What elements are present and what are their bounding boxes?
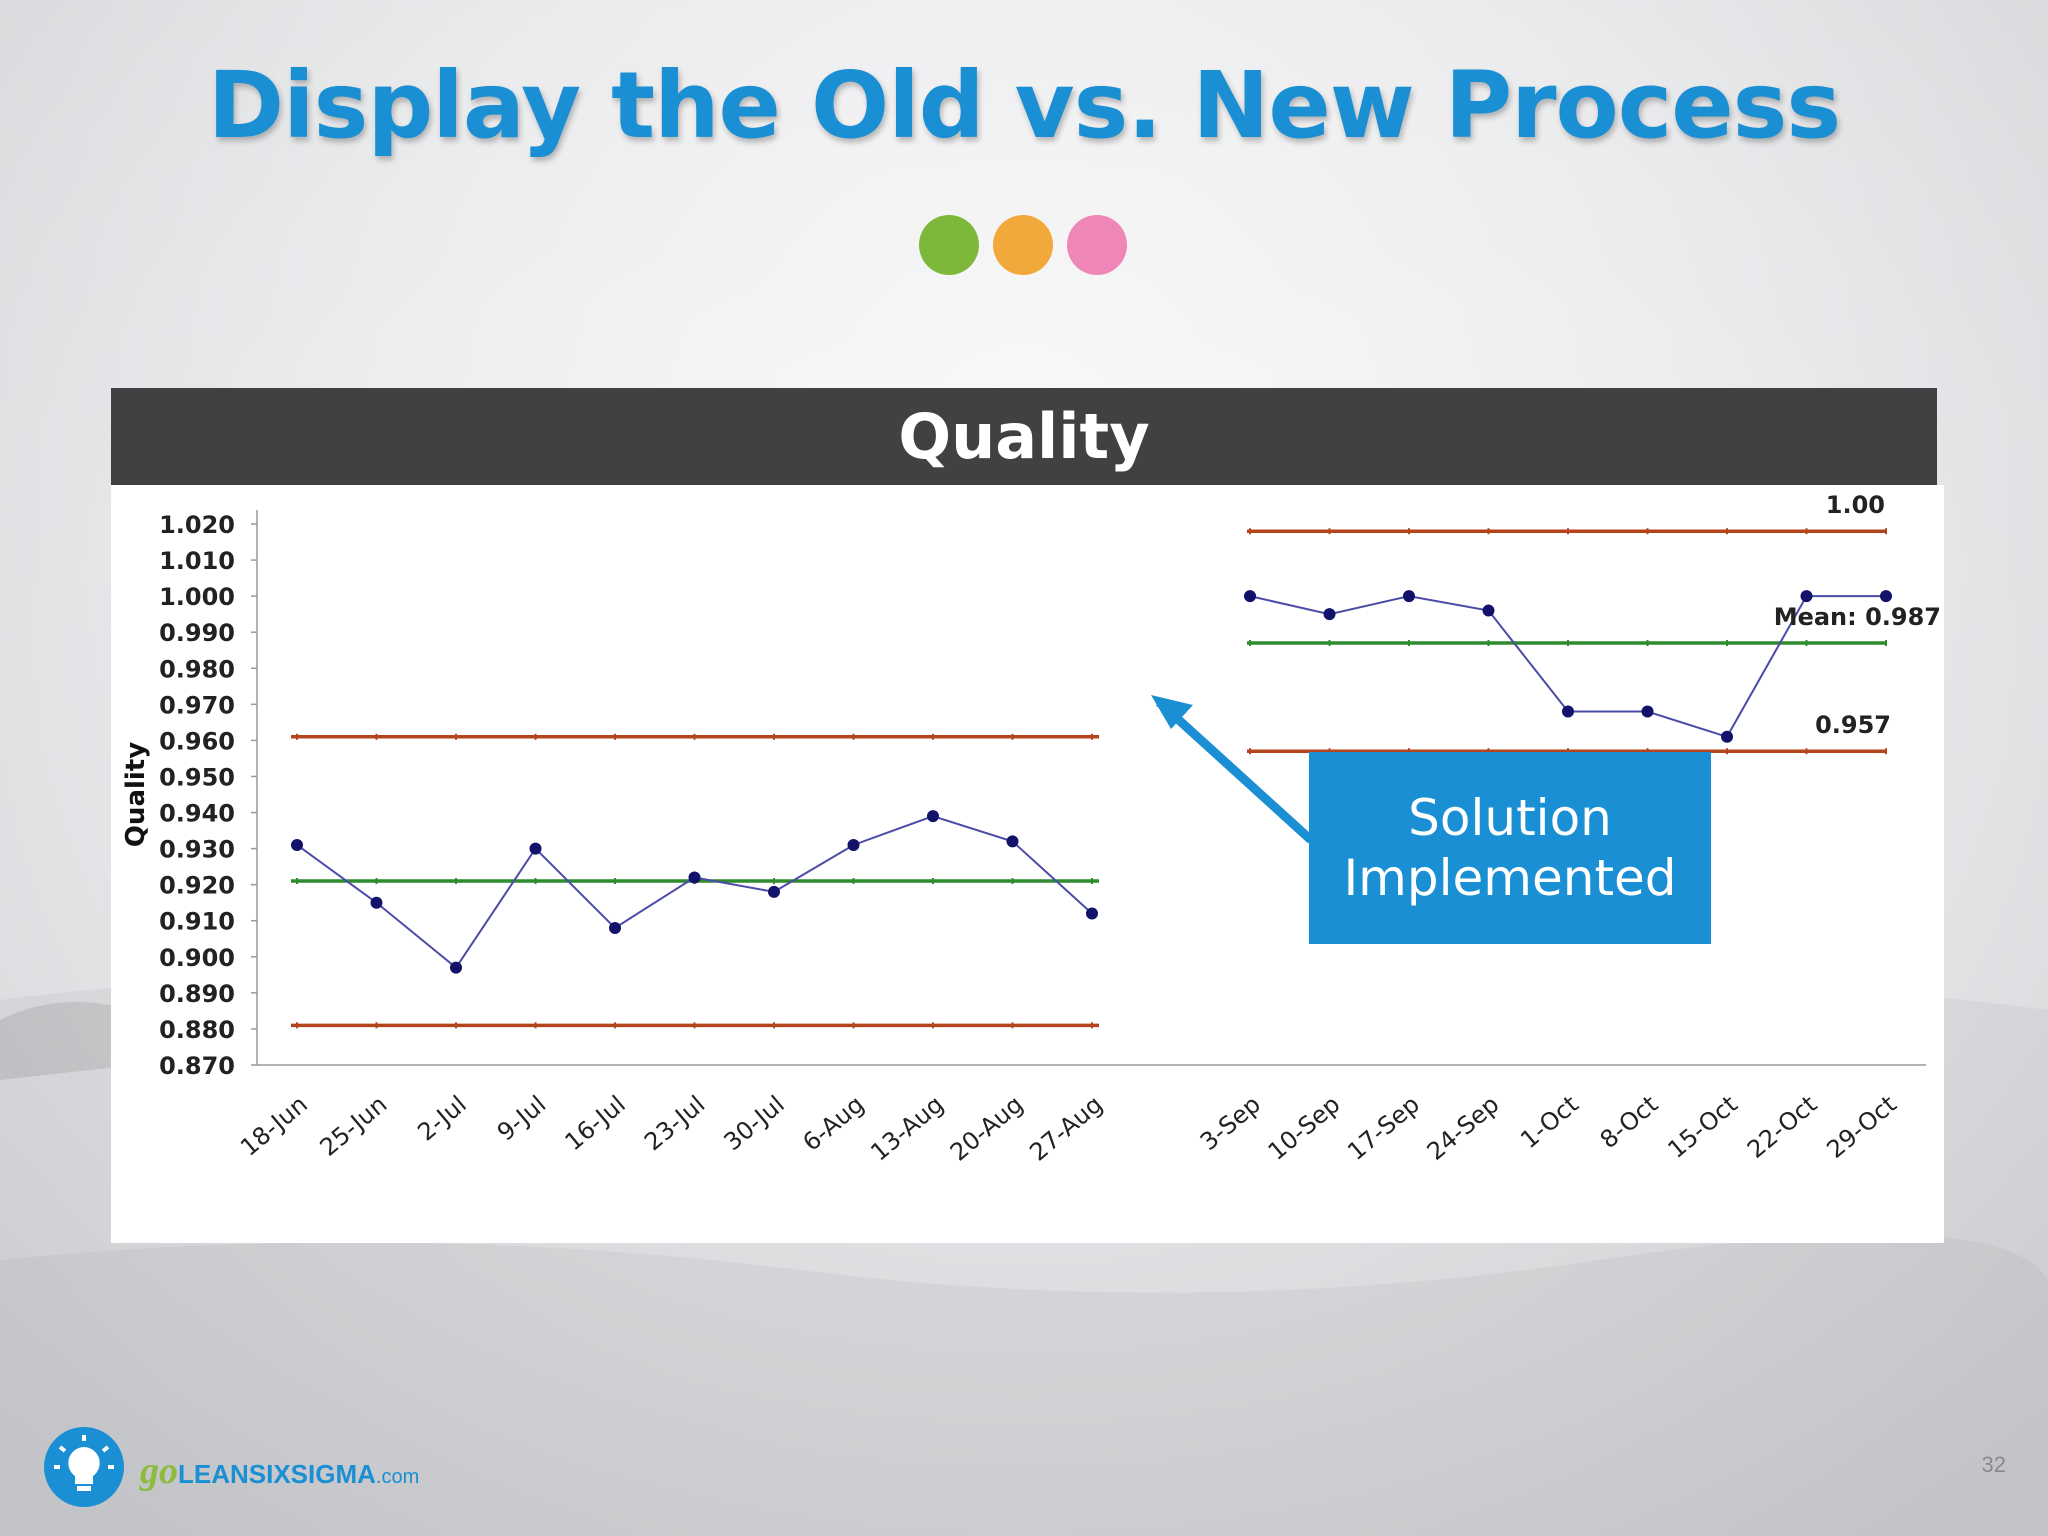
y-tick-label: 0.870: [159, 1052, 235, 1080]
x-tick-label: 6-Aug: [798, 1090, 870, 1157]
y-tick-label: 0.880: [159, 1016, 235, 1044]
pink-dot: [1067, 215, 1127, 275]
y-tick-label: 0.960: [159, 727, 235, 755]
lightbulb-icon: [44, 1427, 124, 1507]
data-point: [609, 921, 621, 934]
data-point: [1006, 835, 1019, 848]
slide-title: Display the Old vs. New Process: [207, 52, 1841, 159]
y-tick-label: 0.990: [159, 619, 235, 647]
x-tick-label: 1-Oct: [1515, 1090, 1584, 1154]
data-point: [1721, 730, 1733, 743]
green-dot: [919, 215, 979, 275]
y-tick-label: 1.010: [159, 547, 235, 575]
y-tick-label: 0.920: [159, 872, 235, 900]
ucl-label: 1.00: [1826, 491, 1885, 519]
y-tick-label: 0.890: [159, 980, 235, 1008]
x-tick-label: 15-Oct: [1663, 1090, 1743, 1164]
data-point: [291, 838, 303, 851]
quality-control-chart: 1.020 1.010 1.000 0.990 0.980 0.970 0.960 0.950…: [121, 491, 1941, 1166]
page-number: 32: [1981, 1452, 2006, 1477]
x-tick-label: 16-Jul: [560, 1090, 631, 1156]
chart-header: Quality: [111, 388, 1937, 485]
x-tick-label: 23-Jul: [639, 1090, 710, 1156]
x-tick-label: 25-Jun: [315, 1090, 393, 1162]
callout-arrow-shaft: [1155, 698, 1315, 844]
logo-wordmark: goLEANSIXSIGMA.com: [140, 1449, 419, 1493]
quality-series-line: [296, 815, 1093, 970]
data-point: [927, 810, 939, 823]
orange-dot: [993, 215, 1053, 275]
data-point: [847, 838, 860, 851]
x-tick-label: 3-Sep: [1195, 1090, 1266, 1156]
y-tick-label: 1.000: [159, 583, 235, 611]
data-point: [370, 896, 383, 909]
data-point: [1880, 590, 1892, 603]
data-point: [529, 842, 542, 855]
x-tick-label: 8-Oct: [1595, 1090, 1664, 1154]
data-point: [1403, 590, 1415, 603]
data-point: [450, 961, 462, 974]
y-tick-label: 0.930: [159, 836, 235, 864]
chart-panel: 1.020 1.010 1.000 0.990 0.980 0.970 0.960 0.950…: [111, 485, 1944, 1243]
y-tick-label: 1.020: [159, 511, 235, 539]
data-point: [1244, 590, 1256, 603]
decorative-dots: [919, 215, 1127, 275]
callout-line-1: Solution: [1408, 789, 1612, 847]
x-tick-label: 30-Jul: [719, 1090, 790, 1156]
x-tick-label: 10-Sep: [1263, 1090, 1346, 1166]
lcl-label: 0.957: [1815, 711, 1891, 739]
data-point: [1800, 590, 1813, 603]
x-tick-label: 9-Jul: [492, 1090, 552, 1146]
data-point: [1641, 705, 1654, 718]
x-tick-label: 22-Oct: [1742, 1090, 1822, 1164]
y-tick-label: 0.900: [159, 944, 235, 972]
data-point: [1562, 705, 1574, 718]
y-axis-label: Quality: [121, 742, 151, 847]
logo-suffix: .com: [375, 1466, 420, 1488]
y-tick-label: 0.910: [159, 908, 235, 936]
data-point: [768, 885, 780, 898]
x-tick-label: 18-Jun: [235, 1090, 313, 1162]
solution-implemented-callout: Solution Implemented: [1309, 752, 1711, 944]
logo-go: go: [140, 1450, 178, 1492]
x-tick-label: 29-Oct: [1822, 1090, 1902, 1164]
x-tick-label: 13-Aug: [865, 1090, 949, 1166]
y-tick-label: 0.940: [159, 800, 235, 828]
x-tick-label: 24-Sep: [1422, 1090, 1505, 1166]
data-point: [1086, 907, 1098, 920]
y-tick-label: 0.980: [159, 655, 235, 683]
logo-brand: LEANSIXSIGMA: [178, 1459, 376, 1489]
x-tick-label: 20-Aug: [945, 1090, 1029, 1166]
data-point: [688, 871, 701, 884]
y-tick-label: 0.970: [159, 691, 235, 719]
data-point: [1482, 604, 1495, 617]
y-tick-label: 0.950: [159, 763, 235, 791]
x-tick-label: 27-Aug: [1024, 1090, 1108, 1166]
data-point: [1323, 608, 1336, 621]
x-tick-label: 17-Sep: [1342, 1090, 1425, 1166]
callout-arrow-head: [1151, 695, 1193, 729]
mean-label: Mean: 0.987: [1774, 603, 1941, 631]
company-logo: goLEANSIXSIGMA.com: [44, 1425, 484, 1507]
callout-line-2: Implemented: [1343, 849, 1677, 907]
x-tick-label: 2-Jul: [412, 1090, 472, 1146]
